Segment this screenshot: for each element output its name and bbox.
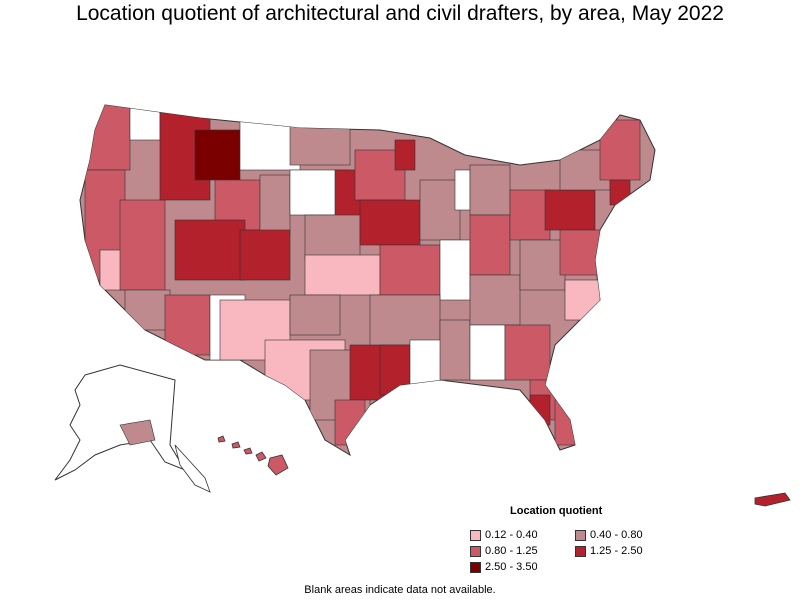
- legend-item-2-50-3-50: 2.50 - 3.50: [470, 561, 538, 573]
- legend-title: Location quotient: [510, 505, 603, 517]
- legend-swatch: [575, 529, 586, 541]
- legend-swatch: [470, 545, 481, 557]
- legend-label: 1.25 - 2.50: [590, 545, 643, 557]
- legend-item-1-25-2-50: 1.25 - 2.50: [575, 545, 643, 557]
- legend-label: 2.50 - 3.50: [485, 561, 538, 573]
- alaska: [54, 364, 211, 493]
- legend-label: 0.80 - 1.25: [485, 545, 538, 557]
- legend-swatch: [470, 561, 481, 573]
- legend-label: 0.12 - 0.40: [485, 529, 538, 541]
- footnote: Blank areas indicate data not available.: [304, 584, 496, 596]
- legend-label: 0.40 - 0.80: [590, 529, 643, 541]
- map-title: Location quotient of architectural and c…: [76, 2, 724, 25]
- legend-swatch: [575, 545, 586, 557]
- legend-item-0-80-1-25: 0.80 - 1.25: [470, 545, 538, 557]
- hawaii: [217, 435, 289, 476]
- legend-item-0-40-0-80: 0.40 - 0.80: [575, 529, 643, 541]
- puerto-rico: [754, 492, 791, 507]
- legend-swatch: [470, 529, 481, 541]
- legend-item-0-12-0-40: 0.12 - 0.40: [470, 529, 538, 541]
